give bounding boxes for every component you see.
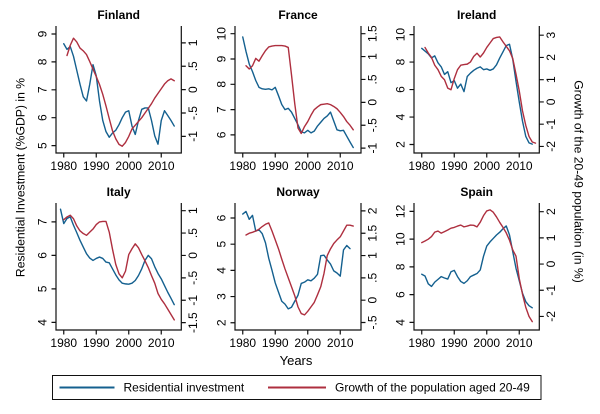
- svg-text:8: 8: [36, 58, 50, 65]
- svg-text:Finland: Finland: [97, 8, 140, 22]
- svg-text:-.5: -.5: [366, 315, 380, 329]
- svg-text:6: 6: [215, 214, 229, 221]
- svg-text:6: 6: [215, 131, 229, 138]
- svg-text:2000: 2000: [115, 336, 142, 350]
- svg-text:-1: -1: [366, 142, 380, 153]
- svg-text:2: 2: [366, 207, 380, 214]
- svg-text:2: 2: [544, 54, 558, 61]
- svg-text:1: 1: [366, 252, 380, 259]
- svg-text:1.5: 1.5: [366, 225, 380, 242]
- svg-text:10: 10: [215, 27, 229, 41]
- svg-text:2010: 2010: [327, 336, 354, 350]
- svg-text:0: 0: [366, 99, 380, 106]
- svg-text:.5: .5: [366, 74, 380, 84]
- svg-text:2010: 2010: [148, 336, 175, 350]
- svg-text:2000: 2000: [473, 159, 500, 173]
- svg-text:7: 7: [36, 218, 50, 225]
- svg-text:France: France: [278, 8, 318, 22]
- svg-text:0: 0: [544, 260, 558, 267]
- svg-text:1990: 1990: [262, 336, 289, 350]
- svg-text:2010: 2010: [506, 336, 533, 350]
- svg-text:4: 4: [215, 267, 229, 274]
- svg-text:Years: Years: [280, 353, 313, 368]
- svg-text:-2: -2: [544, 311, 558, 322]
- svg-text:1: 1: [186, 207, 200, 214]
- svg-text:6: 6: [36, 114, 50, 121]
- svg-text:Norway: Norway: [276, 185, 320, 199]
- svg-text:Residential investment: Residential investment: [124, 381, 245, 395]
- svg-text:1.5: 1.5: [366, 25, 380, 42]
- svg-text:4: 4: [394, 319, 408, 326]
- svg-text:.5: .5: [366, 273, 380, 283]
- svg-text:-1: -1: [186, 295, 200, 306]
- svg-text:1980: 1980: [408, 336, 435, 350]
- svg-text:12: 12: [394, 204, 408, 218]
- svg-text:2010: 2010: [506, 159, 533, 173]
- svg-text:8: 8: [394, 58, 408, 65]
- svg-text:-1: -1: [186, 131, 200, 142]
- svg-text:1: 1: [544, 234, 558, 241]
- svg-text:1980: 1980: [229, 336, 256, 350]
- svg-text:-2: -2: [544, 141, 558, 152]
- svg-text:0: 0: [366, 297, 380, 304]
- svg-text:2000: 2000: [294, 159, 321, 173]
- svg-text:1: 1: [186, 39, 200, 46]
- svg-text:8: 8: [394, 263, 408, 270]
- svg-text:1980: 1980: [408, 159, 435, 173]
- svg-text:1990: 1990: [83, 159, 110, 173]
- svg-text:6: 6: [36, 252, 50, 259]
- svg-text:2010: 2010: [148, 159, 175, 173]
- svg-text:.5: .5: [186, 61, 200, 71]
- svg-text:10: 10: [394, 232, 408, 246]
- svg-text:2000: 2000: [473, 336, 500, 350]
- svg-text:0: 0: [544, 98, 558, 105]
- svg-text:0: 0: [186, 86, 200, 93]
- svg-text:1: 1: [366, 53, 380, 60]
- svg-text:1: 1: [544, 76, 558, 83]
- svg-text:1980: 1980: [50, 159, 77, 173]
- svg-text:7: 7: [215, 106, 229, 113]
- svg-text:Spain: Spain: [460, 185, 493, 199]
- svg-text:1980: 1980: [229, 159, 256, 173]
- svg-text:1980: 1980: [50, 336, 77, 350]
- svg-text:4: 4: [394, 113, 408, 120]
- svg-text:-.5: -.5: [186, 271, 200, 285]
- svg-text:10: 10: [394, 28, 408, 42]
- svg-text:0: 0: [186, 252, 200, 259]
- svg-text:2000: 2000: [294, 336, 321, 350]
- svg-text:9: 9: [36, 30, 50, 37]
- svg-text:5: 5: [36, 142, 50, 149]
- svg-text:3: 3: [215, 293, 229, 300]
- svg-text:-.5: -.5: [186, 106, 200, 120]
- svg-text:5: 5: [215, 241, 229, 248]
- svg-text:Growth of the 20-49 population: Growth of the 20-49 population (in %): [572, 80, 586, 283]
- svg-text:2: 2: [544, 208, 558, 215]
- svg-text:Residential Investment (%GDP): Residential Investment (%GDP) in %: [13, 78, 27, 277]
- svg-text:7: 7: [36, 86, 50, 93]
- svg-text:1990: 1990: [262, 159, 289, 173]
- svg-text:4: 4: [36, 319, 50, 326]
- svg-text:-1: -1: [544, 285, 558, 296]
- svg-text:2: 2: [394, 141, 408, 148]
- svg-text:2010: 2010: [327, 159, 354, 173]
- svg-text:9: 9: [215, 55, 229, 62]
- svg-text:Ireland: Ireland: [457, 8, 496, 22]
- svg-text:-1: -1: [544, 119, 558, 130]
- svg-text:2000: 2000: [115, 159, 142, 173]
- svg-text:.5: .5: [186, 228, 200, 238]
- svg-text:3: 3: [544, 32, 558, 39]
- svg-text:6: 6: [394, 86, 408, 93]
- svg-text:Italy: Italy: [107, 185, 131, 199]
- svg-text:1990: 1990: [441, 159, 468, 173]
- svg-text:Growth of the population aged: Growth of the population aged 20-49: [335, 381, 530, 395]
- svg-text:8: 8: [215, 81, 229, 88]
- svg-text:1990: 1990: [83, 336, 110, 350]
- svg-text:6: 6: [394, 291, 408, 298]
- svg-text:2: 2: [215, 319, 229, 326]
- svg-text:-.5: -.5: [366, 118, 380, 132]
- svg-text:-1.5: -1.5: [186, 312, 200, 333]
- svg-text:1990: 1990: [441, 336, 468, 350]
- svg-text:5: 5: [36, 285, 50, 292]
